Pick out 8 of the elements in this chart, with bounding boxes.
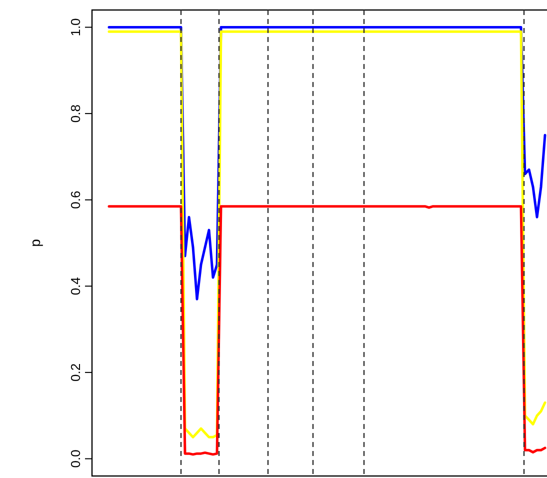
line-series bbox=[108, 205, 546, 456]
y-tick-label: 0.6 bbox=[68, 190, 83, 209]
y-axis-title: p bbox=[27, 238, 43, 247]
y-tick-label: 0.0 bbox=[68, 450, 83, 468]
y-tick-label: 0.2 bbox=[68, 363, 83, 382]
y-tick-label: 0.8 bbox=[68, 104, 83, 123]
y-tick-label: 0.4 bbox=[68, 277, 83, 296]
y-tick-label: 1.0 bbox=[68, 18, 83, 36]
